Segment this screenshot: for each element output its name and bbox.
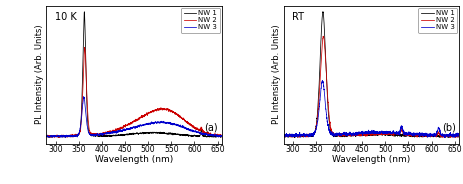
NW 2 (214, 135, 219, 137)
NW 1 (219, 135, 225, 137)
NW 3 (280, 135, 286, 137)
Line: NW 1: NW 1 (46, 12, 222, 137)
NW 2 (124, 124, 130, 126)
NW 3 (81, 96, 86, 98)
NW 3 (53, 135, 58, 137)
NW 2 (219, 134, 225, 136)
NW 2 (450, 134, 456, 136)
NW 3 (124, 128, 130, 130)
NW 1 (285, 136, 290, 138)
Legend: NW 1, NW 2, NW 3: NW 1, NW 2, NW 3 (417, 8, 457, 33)
NW 1 (361, 134, 367, 136)
NW 1 (289, 135, 295, 137)
NW 2 (129, 122, 135, 124)
NW 1 (319, 11, 325, 13)
NW 3 (182, 127, 188, 129)
NW 2 (320, 35, 325, 37)
NW 1 (46, 136, 51, 138)
NW 2 (456, 134, 461, 137)
NW 1 (419, 136, 424, 138)
NW 3 (366, 130, 371, 132)
NW 1 (214, 135, 219, 138)
NW 3 (319, 79, 325, 82)
NW 2 (361, 133, 367, 136)
NW 3 (456, 136, 461, 138)
NW 2 (280, 135, 286, 137)
Y-axis label: PL Intensity (Arb. Units): PL Intensity (Arb. Units) (271, 25, 280, 124)
NW 2 (44, 135, 49, 137)
NW 1 (456, 136, 461, 138)
NW 1 (214, 135, 219, 137)
NW 2 (182, 120, 188, 122)
NW 2 (289, 134, 295, 137)
NW 2 (294, 136, 300, 138)
NW 2 (53, 134, 58, 137)
NW 3 (214, 135, 219, 137)
NW 1 (366, 134, 371, 136)
Line: NW 3: NW 3 (46, 97, 222, 137)
NW 1 (450, 135, 456, 137)
X-axis label: Wavelength (nm): Wavelength (nm) (332, 155, 410, 164)
Y-axis label: PL Intensity (Arb. Units): PL Intensity (Arb. Units) (35, 25, 44, 124)
NW 1 (182, 134, 188, 136)
Text: (b): (b) (441, 123, 455, 132)
NW 3 (44, 135, 49, 138)
NW 2 (450, 135, 456, 137)
Line: NW 2: NW 2 (283, 36, 458, 137)
NW 2 (81, 46, 87, 48)
NW 3 (219, 135, 225, 137)
NW 3 (450, 134, 456, 137)
Text: RT: RT (292, 13, 304, 22)
NW 2 (366, 133, 371, 135)
Line: NW 3: NW 3 (283, 80, 458, 137)
NW 2 (214, 135, 219, 137)
NW 1 (81, 11, 87, 13)
NW 3 (46, 136, 51, 138)
NW 2 (47, 136, 53, 138)
NW 3 (361, 131, 367, 133)
NW 1 (124, 133, 130, 135)
NW 3 (289, 134, 295, 136)
Line: NW 1: NW 1 (283, 12, 458, 137)
NW 2 (419, 134, 424, 136)
X-axis label: Wavelength (nm): Wavelength (nm) (95, 155, 173, 164)
NW 3 (214, 134, 219, 137)
NW 3 (424, 136, 429, 138)
Legend: NW 1, NW 2, NW 3: NW 1, NW 2, NW 3 (181, 8, 219, 33)
NW 3 (450, 135, 456, 137)
NW 3 (419, 134, 424, 136)
NW 1 (53, 135, 58, 137)
Line: NW 2: NW 2 (46, 47, 222, 137)
Text: (a): (a) (204, 123, 218, 132)
Text: 10 K: 10 K (55, 13, 77, 22)
NW 1 (450, 135, 456, 137)
NW 1 (129, 133, 135, 135)
NW 1 (280, 135, 286, 138)
NW 3 (129, 127, 135, 129)
NW 1 (44, 135, 49, 137)
